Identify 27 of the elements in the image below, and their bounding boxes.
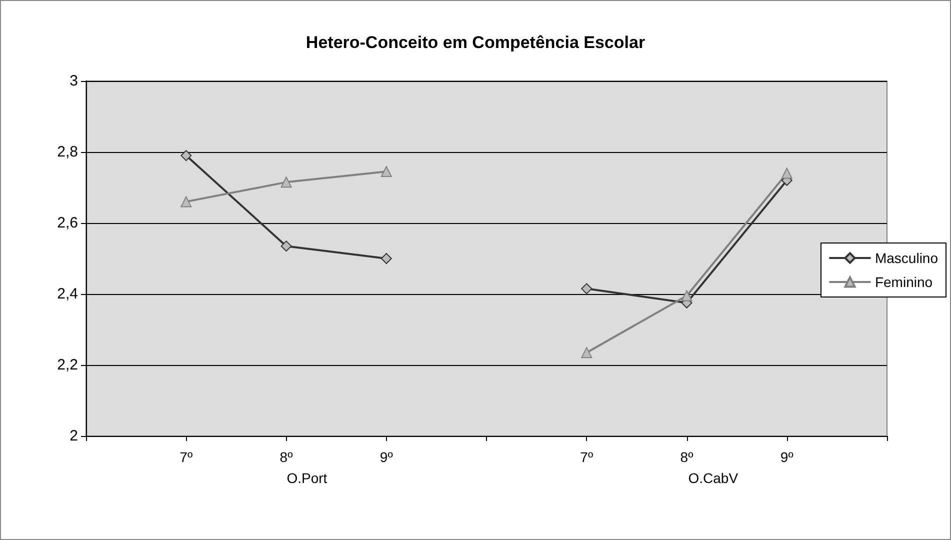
point [781, 168, 792, 179]
y-tick-label: 3 [70, 72, 78, 90]
y-tick-label: 2 [70, 428, 78, 444]
point [180, 196, 192, 208]
point [581, 283, 592, 294]
y-tick-label: 2,4 [57, 286, 78, 302]
text: O.Port [286, 470, 328, 486]
point [581, 347, 592, 358]
point [280, 240, 292, 252]
point [380, 166, 392, 178]
x-tick-label: 9º [380, 449, 393, 465]
legend-label: Feminino [874, 274, 933, 290]
x-tick-label: 7º [580, 449, 594, 465]
legend-label: Masculino [874, 250, 938, 266]
point [280, 176, 292, 188]
chart-title: Hetero-Conceito em Competência Escolar [306, 33, 646, 52]
x-tick-label: 7º [180, 449, 193, 465]
point [180, 150, 192, 162]
x-tick-label: 9º [780, 449, 794, 465]
y-tick-label: 2,2 [57, 356, 78, 374]
point [380, 253, 392, 264]
point [681, 290, 692, 302]
x-tick-label: 8º [280, 449, 293, 465]
y-tick-label: 2,6 [57, 214, 78, 232]
text: O.CabV [688, 470, 739, 486]
y-tick-label: 2,8 [57, 144, 78, 160]
x-tick-label: 8º [680, 449, 694, 465]
